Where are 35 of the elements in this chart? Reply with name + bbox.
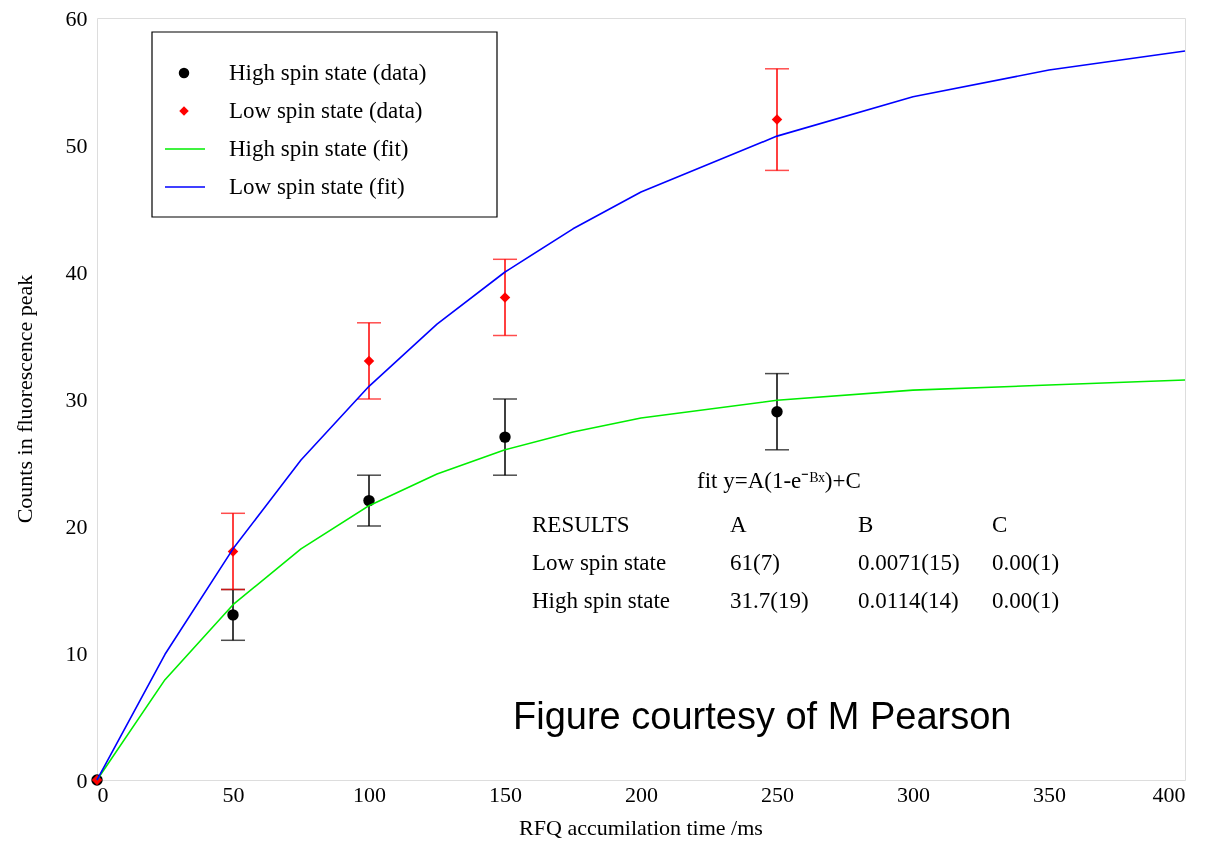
annotation: A bbox=[730, 512, 747, 537]
legend-label: Low spin state (fit) bbox=[229, 174, 405, 199]
annotation: 0.0114(14) bbox=[858, 588, 959, 613]
x-tick-label: 0 bbox=[97, 781, 109, 807]
annotation: fit y=A(1-e⁻ᴮˣ)+C bbox=[697, 468, 861, 493]
annotation: RESULTS bbox=[532, 512, 630, 537]
legend-label: Low spin state (data) bbox=[229, 98, 423, 123]
legend-label: High spin state (fit) bbox=[229, 136, 409, 161]
annotation: 61(7) bbox=[730, 550, 780, 575]
annotation: 0.00(1) bbox=[992, 588, 1060, 613]
y-axis-title: Counts in fluorescence peak bbox=[12, 274, 37, 524]
y-tick-label: 30 bbox=[65, 386, 88, 412]
x-tick-label: 350 bbox=[1033, 781, 1066, 807]
annotation: 0.0071(15) bbox=[858, 550, 960, 575]
annotation: Figure courtesy of M Pearson bbox=[513, 695, 1012, 737]
x-tick-label: 50 bbox=[222, 781, 245, 807]
x-tick-label: 200 bbox=[625, 781, 658, 807]
annotation: C bbox=[992, 512, 1008, 537]
x-tick-label: 150 bbox=[489, 781, 522, 807]
x-tick-label: 300 bbox=[897, 781, 930, 807]
x-axis-title: RFQ accumilation time /ms bbox=[519, 815, 763, 840]
y-tick-label: 20 bbox=[65, 513, 88, 539]
annotation: B bbox=[858, 512, 874, 537]
y-tick-label: 60 bbox=[65, 5, 88, 31]
legend-label: High spin state (data) bbox=[229, 60, 427, 85]
annotation: Low spin state bbox=[532, 550, 667, 575]
y-tick-label: 40 bbox=[65, 259, 88, 285]
annotation: High spin state bbox=[532, 588, 670, 613]
annotation: 31.7(19) bbox=[730, 588, 809, 613]
x-tick-label: 400 bbox=[1152, 781, 1186, 807]
annotation: 0.00(1) bbox=[992, 550, 1060, 575]
x-tick-label: 250 bbox=[761, 781, 794, 807]
x-tick-label: 100 bbox=[353, 781, 386, 807]
y-tick-label: 50 bbox=[65, 132, 88, 158]
y-tick-label: 10 bbox=[65, 640, 88, 666]
